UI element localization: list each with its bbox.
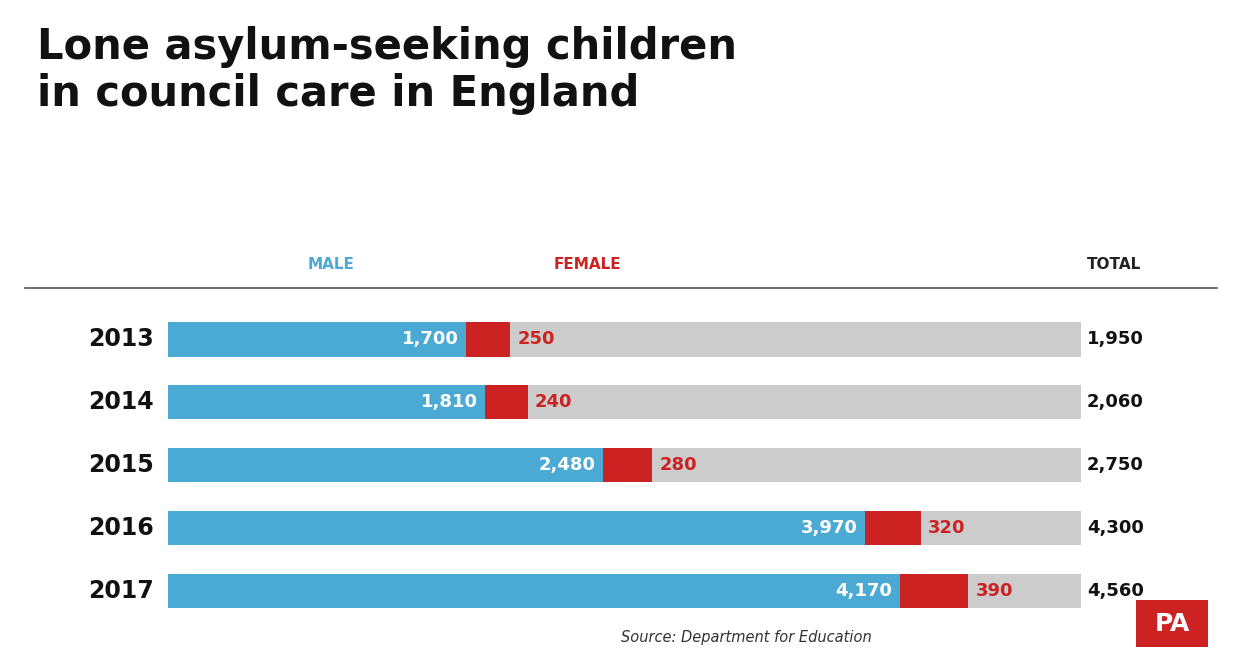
Text: 390: 390 xyxy=(975,582,1013,600)
Bar xyxy=(168,322,1081,356)
Bar xyxy=(486,385,528,419)
Bar xyxy=(168,511,864,545)
Text: 250: 250 xyxy=(518,330,555,348)
Text: 320: 320 xyxy=(928,519,965,537)
Bar xyxy=(899,574,969,608)
Bar xyxy=(168,385,1081,419)
Text: Source: Department for Education: Source: Department for Education xyxy=(621,630,872,645)
Bar xyxy=(466,322,510,356)
Text: 3,970: 3,970 xyxy=(800,519,857,537)
Bar xyxy=(168,574,899,608)
Text: 2013: 2013 xyxy=(88,328,154,351)
Text: 4,170: 4,170 xyxy=(836,582,893,600)
Text: 2014: 2014 xyxy=(88,390,154,414)
Bar xyxy=(864,511,920,545)
Bar xyxy=(168,448,1081,482)
Text: 1,950: 1,950 xyxy=(1087,330,1144,348)
Text: 1,700: 1,700 xyxy=(402,330,458,348)
Text: 280: 280 xyxy=(660,456,697,474)
Bar xyxy=(168,322,466,356)
Bar xyxy=(168,511,1081,545)
Text: FEMALE: FEMALE xyxy=(554,257,621,272)
Text: 2,750: 2,750 xyxy=(1087,456,1144,474)
Text: 4,300: 4,300 xyxy=(1087,519,1144,537)
Bar xyxy=(168,448,604,482)
Text: 2,060: 2,060 xyxy=(1087,393,1144,411)
Bar xyxy=(604,448,652,482)
Text: Lone asylum-seeking children
in council care in England: Lone asylum-seeking children in council … xyxy=(37,26,738,115)
Text: 1,810: 1,810 xyxy=(421,393,478,411)
Text: 2016: 2016 xyxy=(88,516,154,540)
Text: MALE: MALE xyxy=(308,257,355,272)
Text: 2017: 2017 xyxy=(88,579,154,603)
Text: 240: 240 xyxy=(535,393,573,411)
Text: 2,480: 2,480 xyxy=(539,456,596,474)
Bar xyxy=(168,574,1081,608)
Bar xyxy=(168,385,486,419)
Text: 4,560: 4,560 xyxy=(1087,582,1144,600)
Text: 2015: 2015 xyxy=(88,453,154,477)
Text: TOTAL: TOTAL xyxy=(1087,257,1141,272)
Text: PA: PA xyxy=(1155,612,1190,635)
